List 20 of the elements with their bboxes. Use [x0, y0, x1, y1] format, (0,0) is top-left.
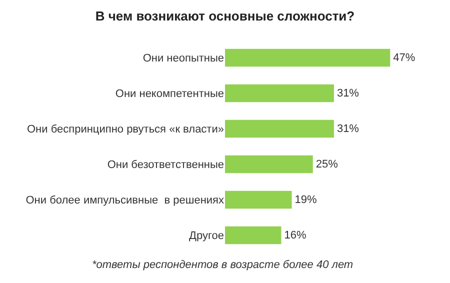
- y-tick-label: Они неопытные: [142, 52, 224, 65]
- data-label: 19%: [294, 194, 318, 206]
- y-tick-label: Они беспринципно рвуться «к власти»: [27, 124, 224, 136]
- data-label: 31%: [336, 87, 360, 100]
- data-label: 25%: [316, 158, 338, 170]
- data-label: 16%: [284, 229, 306, 242]
- y-tick-label: Они некомпетентные: [115, 88, 224, 100]
- text: *ответы респондентов в возрасте более 40 лет: [92, 259, 354, 271]
- chart-title: В чем возникают основные сложности?: [95, 8, 355, 24]
- bar: [225, 155, 313, 174]
- bar: [225, 226, 282, 244]
- y-tick-label: Они безответственные: [107, 159, 224, 172]
- y-tick-label: Другое: [189, 230, 224, 242]
- data-label: 31%: [336, 122, 360, 135]
- bar: [225, 84, 334, 102]
- data-label: 47%: [393, 52, 416, 64]
- bar: [225, 190, 292, 209]
- bar: [225, 48, 390, 67]
- y-tick-label: Они более импульсивные в решениях: [26, 194, 224, 207]
- bar: [225, 120, 334, 138]
